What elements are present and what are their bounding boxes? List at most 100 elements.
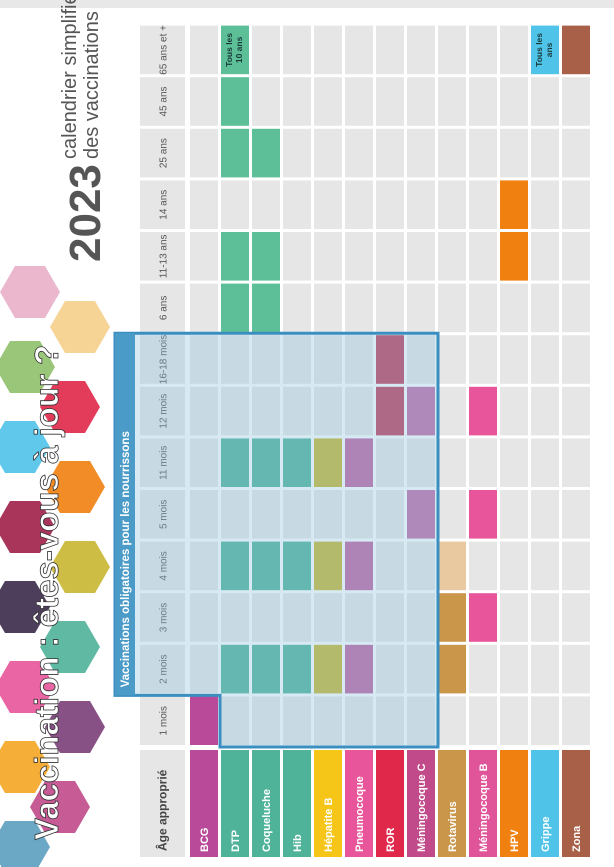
- top-border: [0, 0, 614, 8]
- empty-cell: [345, 129, 373, 178]
- empty-cell: [562, 77, 590, 126]
- vaccine-name: Grippe: [540, 817, 552, 852]
- empty-cell: [469, 438, 497, 487]
- mandatory-box-label: Vaccinations obligatoires pour les nourr…: [120, 431, 132, 687]
- empty-cell: [283, 129, 311, 178]
- vaccine-name: Coqueluche: [261, 789, 273, 852]
- empty-cell: [531, 232, 559, 281]
- schedule-cell: [469, 593, 497, 642]
- empty-cell: [252, 77, 280, 126]
- empty-cell: [190, 284, 218, 333]
- empty-cell: [531, 438, 559, 487]
- empty-cell: [345, 284, 373, 333]
- empty-cell: [562, 696, 590, 745]
- empty-cell: [531, 129, 559, 178]
- schedule-cell: [252, 232, 280, 281]
- schedule-cell: [438, 593, 466, 642]
- empty-cell: [469, 542, 497, 591]
- empty-cell: [314, 129, 342, 178]
- poster: Vaccination : êtes-vous à jour ? 2023 ca…: [0, 0, 614, 867]
- age-header: 25 ans: [159, 138, 170, 168]
- empty-cell: [562, 129, 590, 178]
- empty-cell: [531, 593, 559, 642]
- empty-cell: [531, 696, 559, 745]
- empty-cell: [469, 232, 497, 281]
- empty-cell: [345, 77, 373, 126]
- vaccine-name: Hépatite B: [323, 798, 335, 852]
- empty-cell: [438, 129, 466, 178]
- empty-cell: [190, 26, 218, 75]
- empty-cell: [562, 387, 590, 436]
- subtitle-line: calendrier simplifié: [59, 0, 81, 159]
- empty-cell: [190, 77, 218, 126]
- schedule-cell: [252, 284, 280, 333]
- vaccine-name: HPV: [509, 829, 521, 852]
- empty-cell: [562, 335, 590, 384]
- vaccine-name: Rotavirus: [447, 801, 459, 852]
- schedule-cell: [469, 490, 497, 539]
- empty-cell: [438, 284, 466, 333]
- schedule-note: Tous les10 ans: [224, 33, 244, 67]
- vaccine-name: DTP: [230, 830, 242, 852]
- age-header: 1 mois: [159, 706, 170, 735]
- empty-cell: [407, 284, 435, 333]
- empty-cell: [438, 335, 466, 384]
- schedule-cell: [500, 232, 528, 281]
- schedule-cell: [252, 129, 280, 178]
- empty-cell: [562, 593, 590, 642]
- empty-cell: [252, 180, 280, 229]
- empty-cell: [531, 180, 559, 229]
- empty-cell: [376, 129, 404, 178]
- empty-cell: [500, 284, 528, 333]
- empty-cell: [438, 490, 466, 539]
- empty-cell: [438, 387, 466, 436]
- schedule-cell: [221, 284, 249, 333]
- empty-cell: [314, 180, 342, 229]
- empty-cell: [314, 284, 342, 333]
- note-line: Tous les: [534, 33, 544, 67]
- schedule-cell: [221, 232, 249, 281]
- age-header: 45 ans: [159, 86, 170, 116]
- empty-cell: [376, 77, 404, 126]
- empty-cell: [376, 232, 404, 281]
- empty-cell: [314, 77, 342, 126]
- empty-cell: [531, 335, 559, 384]
- empty-cell: [500, 438, 528, 487]
- empty-cell: [190, 232, 218, 281]
- age-header: 6 ans: [159, 296, 170, 320]
- main-title: Vaccination : êtes-vous à jour ?: [28, 345, 65, 840]
- empty-cell: [531, 490, 559, 539]
- empty-cell: [469, 26, 497, 75]
- empty-cell: [407, 180, 435, 229]
- vaccine-name: Zona: [571, 825, 583, 852]
- schedule-cell: [438, 542, 466, 591]
- empty-cell: [469, 129, 497, 178]
- empty-cell: [469, 335, 497, 384]
- empty-cell: [438, 438, 466, 487]
- empty-cell: [469, 284, 497, 333]
- empty-cell: [345, 26, 373, 75]
- empty-cell: [531, 284, 559, 333]
- schedule-cell: [500, 180, 528, 229]
- empty-cell: [531, 645, 559, 694]
- page: Vaccination : êtes-vous à jour ? 2023 ca…: [0, 0, 614, 867]
- schedule-cell: [221, 129, 249, 178]
- schedule-cell: [221, 77, 249, 126]
- empty-cell: [500, 129, 528, 178]
- empty-cell: [345, 180, 373, 229]
- empty-cell: [438, 696, 466, 745]
- note-line: ans: [544, 42, 554, 57]
- empty-cell: [283, 284, 311, 333]
- mandatory-box: [115, 333, 438, 747]
- empty-cell: [469, 77, 497, 126]
- empty-cell: [407, 26, 435, 75]
- empty-cell: [500, 645, 528, 694]
- empty-cell: [500, 335, 528, 384]
- empty-cell: [562, 542, 590, 591]
- empty-cell: [531, 542, 559, 591]
- note-line: 10 ans: [234, 36, 244, 63]
- landscape: Vaccination : êtes-vous à jour ? 2023 ca…: [0, 0, 590, 867]
- empty-cell: [376, 180, 404, 229]
- empty-cell: [531, 77, 559, 126]
- schedule-cell: [438, 645, 466, 694]
